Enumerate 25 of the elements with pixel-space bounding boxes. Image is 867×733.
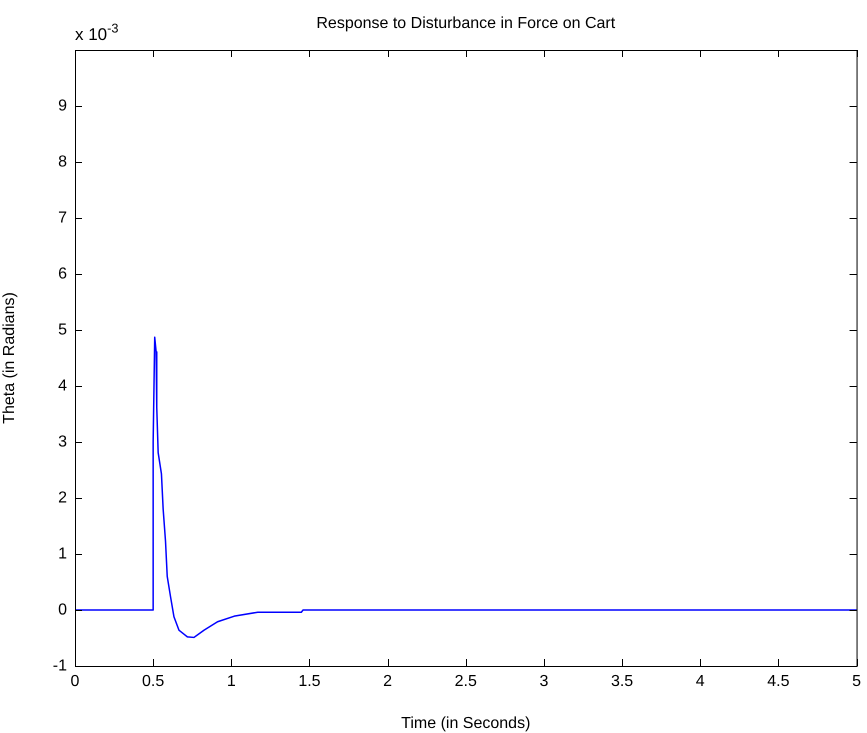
x-tick-label: 2 xyxy=(383,673,392,690)
x-tick-label: 1.5 xyxy=(298,673,321,690)
x-tick-label: 0 xyxy=(70,673,80,690)
y-tick-label: 0 xyxy=(58,601,68,618)
y-tick-label: 6 xyxy=(58,265,68,282)
x-tick-label: 3 xyxy=(539,673,548,690)
y-tick-label: -1 xyxy=(52,657,68,674)
x-tick-label: 0.5 xyxy=(142,673,164,690)
x-tick-label: 2.5 xyxy=(454,673,477,690)
x-tick-label: 5 xyxy=(852,673,862,690)
y-tick-label: 2 xyxy=(58,489,68,506)
y-tick-label: 4 xyxy=(58,377,68,394)
x-tick-label: 4 xyxy=(696,673,705,690)
x-tick-label: 1 xyxy=(226,673,236,690)
y-tick-label: 1 xyxy=(58,545,68,562)
x-tick-label: 4.5 xyxy=(767,673,790,690)
x-tick-label: 3.5 xyxy=(610,673,634,690)
chart-title: Response to Disturbance in Force on Cart xyxy=(316,15,616,32)
y-tick-label: 7 xyxy=(58,209,68,226)
x-axis-title: Time (in Seconds) xyxy=(401,714,530,732)
y-axis-title: Theta (in Radians) xyxy=(1,292,18,424)
y-tick-label: 9 xyxy=(58,97,68,114)
y-tick-label: 5 xyxy=(58,321,68,338)
y-tick-label: 8 xyxy=(58,153,68,170)
y-tick-label: 3 xyxy=(58,433,68,450)
